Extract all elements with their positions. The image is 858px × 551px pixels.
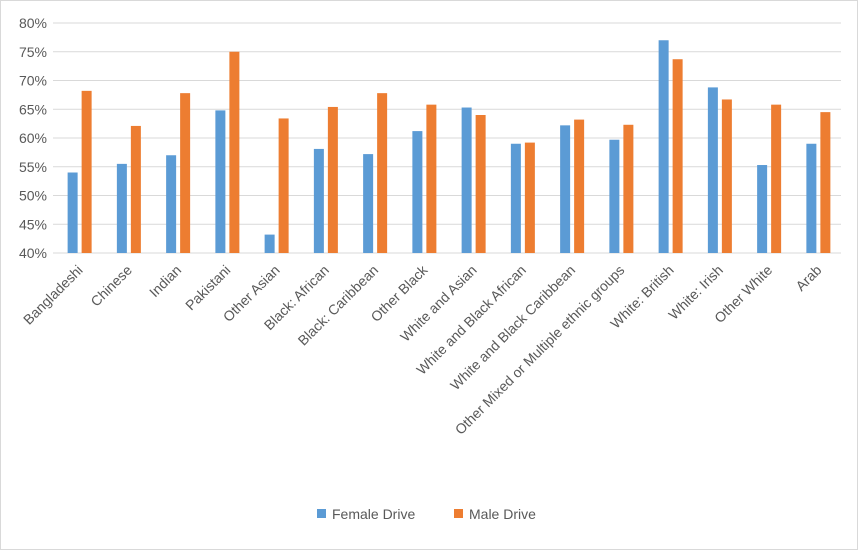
female-drive-bar (166, 155, 177, 253)
x-tick-label: Bangladeshi (20, 262, 86, 328)
x-tick-label: Chinese (87, 262, 135, 310)
x-tick-label: Pakistani (182, 262, 233, 313)
male-drive-bar (721, 99, 732, 253)
male-drive-bar (426, 104, 437, 254)
female-drive-bar (658, 40, 669, 253)
male-drive-bar (574, 119, 585, 253)
female-drive-bar (757, 165, 768, 253)
female-drive-bar (560, 125, 571, 253)
male-drive-bar (278, 118, 289, 253)
male-drive-bar (180, 93, 191, 254)
male-drive-bar (771, 104, 782, 254)
female-drive-bar (412, 131, 423, 253)
female-drive-bar (806, 143, 817, 253)
x-tick-label: Arab (792, 262, 824, 294)
male-drive-bar (229, 51, 240, 253)
female-drive-bar (461, 107, 472, 254)
y-tick-label: 55% (19, 159, 47, 175)
male-drive-legend-swatch (454, 509, 463, 518)
female-drive-bar (215, 110, 226, 254)
male-drive-bar (524, 142, 535, 253)
x-tick-label: Indian (146, 262, 184, 300)
male-drive-bar (130, 125, 141, 253)
male-drive-bar (623, 124, 634, 254)
female-drive-bar (510, 143, 521, 253)
male-drive-bar (820, 112, 831, 253)
y-tick-label: 70% (19, 73, 47, 89)
female-drive-legend-swatch (317, 509, 326, 518)
female-drive-bar (116, 163, 127, 253)
y-tick-label: 80% (19, 15, 47, 31)
female-drive-bar (264, 234, 275, 253)
bars (67, 40, 831, 254)
female-drive-bar (313, 148, 324, 253)
female-drive-legend-label: Female Drive (332, 506, 415, 522)
y-tick-label: 50% (19, 188, 47, 204)
y-tick-label: 40% (19, 245, 47, 261)
male-drive-legend-label: Male Drive (469, 506, 536, 522)
legend: Female Drive Male Drive (317, 506, 536, 522)
y-tick-label: 45% (19, 216, 47, 232)
male-drive-bar (327, 106, 338, 253)
male-drive-bar (377, 93, 388, 254)
male-drive-bar (475, 115, 486, 253)
y-tick-label: 65% (19, 101, 47, 117)
male-drive-bar (672, 59, 683, 253)
female-drive-bar (707, 87, 718, 254)
male-drive-bar (81, 90, 92, 253)
female-drive-bar (363, 154, 374, 253)
y-axis-ticks: 40% 45% 50% 55% 60% 65% 70% 75% 80% (19, 15, 47, 261)
y-tick-label: 75% (19, 44, 47, 60)
female-drive-bar (609, 139, 620, 253)
female-drive-bar (67, 172, 78, 253)
y-tick-label: 60% (19, 130, 47, 146)
